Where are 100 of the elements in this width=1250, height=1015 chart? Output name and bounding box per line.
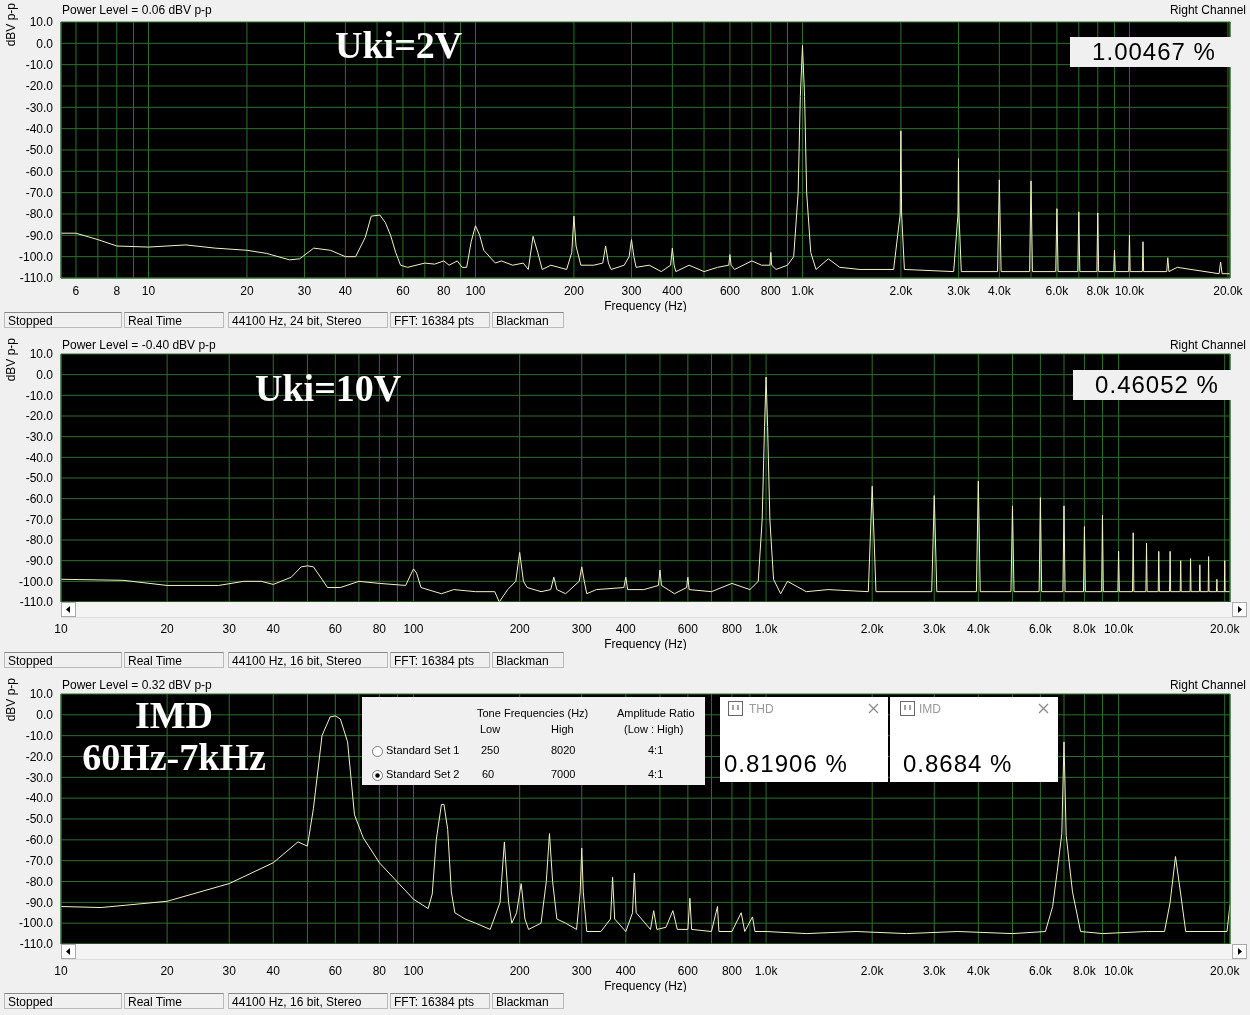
y-tick-label: -60.0 [25, 164, 54, 179]
y-tick-label: -110.0 [19, 595, 54, 610]
y-tick-label: -30.0 [25, 770, 54, 785]
annotation: Uki=2V [335, 24, 463, 66]
text: Right Channel [1169, 678, 1246, 692]
x-tick-label: 80 [372, 963, 387, 978]
x-tick-label: 800 [721, 963, 743, 978]
x-tick-label: 1.0k [754, 621, 779, 636]
y-tick-label: -60.0 [25, 491, 54, 506]
x-tick-label: 1.0k [791, 283, 815, 298]
x-tick-label: 8.0k [1073, 621, 1097, 636]
y-axis-title: dBV p-p [4, 338, 18, 382]
x-tick-label: 30 [222, 963, 237, 978]
y-tick-label: -90.0 [25, 553, 54, 568]
x-tick-label: 3.0k [922, 621, 947, 636]
x-tick-label: 400 [615, 621, 637, 636]
x-tick-label: 30 [222, 621, 237, 636]
chart-subtitle: Power Level = -0.40 dBV p-p [62, 338, 216, 352]
x-tick-label: 100 [403, 963, 424, 978]
x-tick-label: 40 [266, 963, 281, 978]
x-tick-label: 10.0k [1103, 963, 1135, 978]
y-tick-label: -40.0 [25, 791, 54, 806]
y-tick-label: 10.0 [29, 15, 54, 30]
y-axis-title: dBV p-p [4, 3, 18, 47]
x-tick-label: 300 [571, 963, 593, 978]
x-tick-label: 2.0k [889, 283, 914, 298]
text: Blackman [492, 312, 564, 328]
y-tick-label: -40.0 [25, 121, 54, 136]
x-tick-label: 8.0k [1086, 283, 1111, 298]
annotation: 0.8684 % [903, 750, 1013, 778]
y-tick-label: -110.0 [19, 937, 54, 952]
text: FFT: 16384 pts [390, 312, 490, 328]
text: Stopped [4, 312, 122, 328]
x-tick-label: 80 [437, 283, 451, 298]
y-tick-label: -10.0 [25, 57, 54, 72]
x-axis-title: Frequency (Hz) [604, 637, 687, 651]
y-tick-label: -30.0 [25, 429, 54, 444]
y-tick-label: -100.0 [18, 574, 54, 589]
text: Right Channel [1169, 3, 1246, 17]
annotation: 4:1 [648, 768, 664, 780]
x-tick-label: 60 [328, 621, 343, 636]
x-tick-label: 6 [72, 283, 80, 298]
annotation: 250 [481, 744, 500, 756]
x-tick-label: 10 [54, 621, 68, 636]
x-tick-label: 400 [615, 963, 637, 978]
y-tick-label: -30.0 [25, 100, 54, 115]
y-tick-label: -80.0 [25, 874, 54, 889]
annotation: 4:1 [648, 744, 664, 756]
x-tick-label: 10.0k [1114, 283, 1146, 298]
x-tick-label: 300 [621, 283, 642, 298]
y-tick-label: 0.0 [36, 708, 54, 723]
y-tick-label: 0.0 [36, 367, 54, 382]
x-tick-label: 600 [677, 621, 699, 636]
y-tick-label: 0.0 [36, 36, 54, 51]
y-tick-label: -100.0 [18, 916, 54, 931]
y-tick-label: -110.0 [19, 271, 54, 286]
text: Blackman [492, 652, 564, 668]
x-tick-label: 3.0k [947, 283, 971, 298]
y-tick-label: -90.0 [25, 895, 54, 910]
text: Stopped [4, 652, 122, 668]
y-tick-label: -50.0 [25, 471, 54, 486]
annotation: High [551, 723, 574, 735]
x-axis-title: Frequency (Hz) [604, 299, 687, 313]
text: Real Time [124, 993, 224, 1009]
x-tick-label: 3.0k [922, 963, 947, 978]
x-tick-label: 4.0k [966, 963, 991, 978]
x-tick-label: 20 [240, 283, 254, 298]
annotation: 0.81906 % [724, 750, 848, 778]
x-tick-label: 6.0k [1029, 963, 1053, 978]
annotation: IMD [134, 694, 214, 736]
annotation: 0.46052 % [1073, 370, 1241, 400]
text: FFT: 16384 pts [390, 993, 490, 1009]
x-tick-label: 20.0k [1213, 283, 1244, 298]
x-tick-label: 40 [266, 621, 281, 636]
annotation: 7000 [551, 768, 576, 780]
x-tick-label: 20 [160, 963, 175, 978]
x-tick-label: 4.0k [966, 621, 991, 636]
y-tick-label: -90.0 [25, 228, 54, 243]
x-tick-label: 600 [719, 283, 741, 298]
x-tick-label: 10 [54, 963, 68, 978]
annotation: 8020 [551, 744, 576, 756]
x-tick-label: 20 [160, 621, 175, 636]
annotation: Amplitude Ratio [617, 707, 695, 719]
y-tick-label: -10.0 [25, 728, 54, 743]
x-tick-label: 10.0k [1103, 621, 1135, 636]
y-tick-label: -80.0 [25, 207, 54, 222]
x-axis-title: Frequency (Hz) [604, 979, 687, 993]
x-tick-label: 4.0k [987, 283, 1012, 298]
text: Right Channel [1169, 338, 1246, 352]
annotation: IMD [919, 702, 941, 716]
y-tick-label: -100.0 [18, 249, 54, 264]
y-tick-label: -60.0 [25, 833, 54, 848]
y-tick-label: -80.0 [25, 533, 54, 548]
x-tick-label: 100 [465, 283, 486, 298]
y-axis-title: dBV p-p [4, 678, 18, 722]
y-tick-label: -10.0 [25, 388, 54, 403]
y-tick-label: -20.0 [25, 79, 54, 94]
y-tick-label: -20.0 [25, 749, 54, 764]
x-tick-label: 20.0k [1210, 963, 1241, 978]
y-tick-label: -70.0 [25, 512, 54, 527]
